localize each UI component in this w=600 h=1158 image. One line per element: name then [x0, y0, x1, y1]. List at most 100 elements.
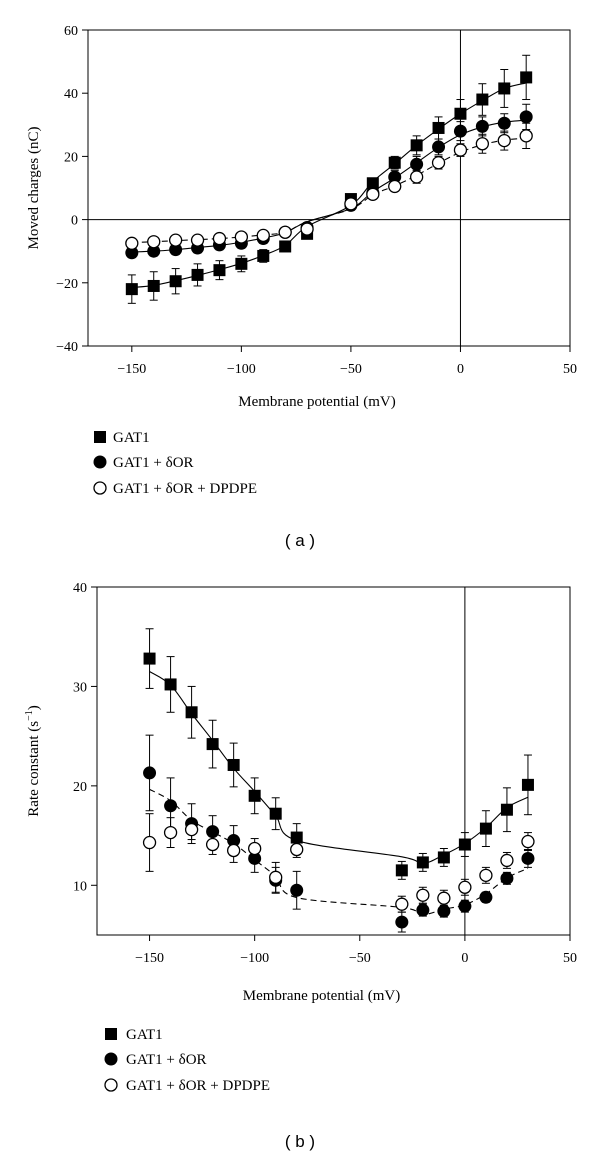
data-point	[453, 143, 468, 157]
data-point	[458, 880, 472, 894]
y-tick-label: −40	[56, 340, 78, 355]
data-point	[520, 71, 533, 84]
plot-frame	[87, 29, 571, 347]
series-0	[125, 54, 533, 304]
data-point	[169, 275, 182, 288]
series-2	[125, 122, 533, 250]
data-point	[269, 807, 282, 820]
chart-panel-b: −150 −100 −50 0 50 10 20 30 40 Membrane potential…	[24, 581, 577, 1151]
data-point	[125, 246, 139, 260]
series-1	[143, 734, 535, 933]
data-point	[479, 822, 492, 835]
data-point	[269, 870, 283, 884]
data-point	[234, 230, 249, 244]
y-axis-title-superscript: −1	[24, 710, 35, 721]
data-point	[344, 197, 358, 211]
data-point	[500, 803, 513, 816]
data-point	[475, 137, 490, 151]
legend-marker-0	[94, 431, 106, 443]
data-point	[213, 264, 226, 277]
data-point	[290, 831, 303, 844]
legend-label-0: GAT1	[113, 430, 150, 446]
x-tick-label: 0	[461, 951, 468, 966]
data-point	[458, 838, 471, 851]
data-point	[257, 249, 270, 262]
data-point	[521, 851, 535, 865]
x-tick-label: −50	[340, 362, 362, 377]
fit-curve	[149, 671, 529, 864]
y-tick-label: 20	[64, 150, 78, 165]
panel-label: ( b )	[285, 1132, 315, 1151]
legend-marker-0	[105, 1028, 117, 1040]
data-point	[521, 834, 535, 849]
data-point	[256, 228, 270, 243]
data-point	[454, 107, 467, 120]
data-point	[410, 139, 423, 152]
legend-marker-1	[93, 455, 107, 469]
data-point	[388, 156, 401, 169]
legend-label-1: GAT1 + δOR	[126, 1052, 207, 1068]
legend: GAT1 GAT1 + δOR GAT1 + δOR + DPDPE	[104, 1027, 270, 1094]
x-tick-label: −150	[135, 951, 164, 966]
data-point	[125, 283, 138, 296]
data-point	[416, 888, 430, 902]
x-tick-label: 0	[457, 362, 464, 377]
data-point	[147, 235, 161, 249]
x-tick-label: −150	[117, 362, 146, 377]
plot-frame	[96, 586, 571, 936]
data-point	[519, 129, 533, 143]
data-point	[290, 842, 304, 857]
series-1	[125, 103, 533, 260]
data-point	[458, 899, 472, 913]
legend-marker-2	[104, 1078, 118, 1092]
fit-curve	[131, 82, 527, 289]
data-point	[235, 257, 248, 270]
data-point	[453, 124, 467, 138]
data-point	[416, 856, 429, 869]
data-point	[164, 799, 178, 813]
panel-label: ( a )	[285, 531, 315, 550]
data-point	[184, 822, 199, 837]
data-point	[191, 268, 204, 281]
data-point	[278, 225, 292, 239]
data-point	[395, 915, 409, 929]
fit-curve	[149, 788, 529, 916]
data-point	[279, 240, 292, 253]
data-point	[226, 843, 241, 858]
data-point	[432, 121, 445, 134]
y-tick-label: 40	[73, 581, 87, 596]
legend-marker-2	[93, 481, 107, 495]
data-point	[212, 231, 227, 246]
legend-label-1: GAT1 + δOR	[113, 455, 194, 471]
legend-marker-1	[104, 1052, 118, 1066]
data-point	[142, 835, 157, 850]
data-point	[437, 904, 451, 918]
legend-label-2: GAT1 + δOR + DPDPE	[126, 1078, 270, 1094]
x-axis-title: Membrane potential (mV)	[238, 394, 395, 410]
data-point	[409, 170, 424, 184]
data-point	[500, 853, 514, 868]
data-point	[205, 837, 220, 852]
y-tick-label: 40	[64, 87, 78, 102]
data-point	[395, 864, 408, 877]
data-point	[366, 187, 380, 201]
series-0	[143, 628, 534, 880]
data-point	[143, 766, 157, 780]
y-tick-label: 60	[64, 24, 78, 39]
data-point	[248, 789, 261, 802]
data-point	[163, 825, 178, 840]
y-tick-label: −20	[56, 277, 78, 292]
data-point	[519, 110, 533, 124]
y-tick-label: 20	[73, 780, 87, 795]
data-point	[416, 903, 430, 917]
data-point	[227, 758, 240, 771]
data-point	[498, 82, 511, 95]
x-tick-label: −100	[240, 951, 269, 966]
data-point	[437, 851, 450, 864]
data-point	[190, 233, 205, 247]
data-point	[395, 897, 409, 911]
legend-label-0: GAT1	[126, 1027, 163, 1043]
data-point	[248, 841, 262, 856]
data-point	[521, 778, 534, 791]
y-axis-title-text: Rate constant (s	[26, 721, 42, 817]
